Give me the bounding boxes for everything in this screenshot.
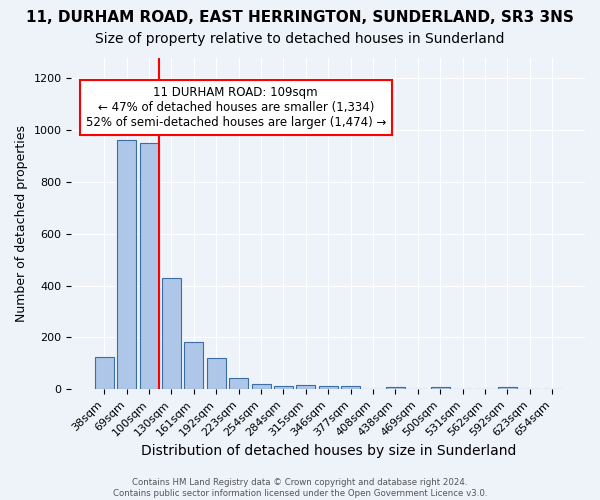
- X-axis label: Distribution of detached houses by size in Sunderland: Distribution of detached houses by size …: [140, 444, 516, 458]
- Bar: [207, 358, 226, 389]
- Y-axis label: Number of detached properties: Number of detached properties: [15, 125, 28, 322]
- Bar: [319, 386, 338, 389]
- Text: 11, DURHAM ROAD, EAST HERRINGTON, SUNDERLAND, SR3 3NS: 11, DURHAM ROAD, EAST HERRINGTON, SUNDER…: [26, 10, 574, 25]
- Bar: [140, 143, 158, 389]
- Bar: [341, 386, 360, 389]
- Text: 11 DURHAM ROAD: 109sqm
← 47% of detached houses are smaller (1,334)
52% of semi-: 11 DURHAM ROAD: 109sqm ← 47% of detached…: [86, 86, 386, 128]
- Bar: [498, 386, 517, 389]
- Bar: [251, 384, 271, 389]
- Bar: [386, 387, 405, 389]
- Bar: [184, 342, 203, 389]
- Text: Size of property relative to detached houses in Sunderland: Size of property relative to detached ho…: [95, 32, 505, 46]
- Bar: [117, 140, 136, 389]
- Text: Contains HM Land Registry data © Crown copyright and database right 2024.
Contai: Contains HM Land Registry data © Crown c…: [113, 478, 487, 498]
- Bar: [229, 378, 248, 389]
- Bar: [296, 386, 316, 389]
- Bar: [274, 386, 293, 389]
- Bar: [162, 278, 181, 389]
- Bar: [431, 387, 449, 389]
- Bar: [95, 357, 114, 389]
